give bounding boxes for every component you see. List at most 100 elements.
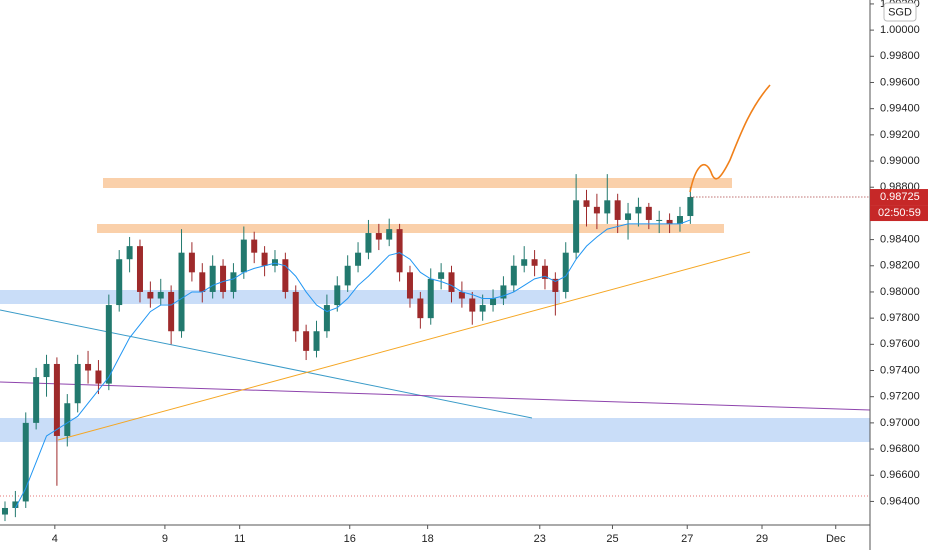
x-tick-label: 29 — [756, 533, 768, 545]
y-tick-label: 0.97400 — [880, 364, 920, 376]
candle-body — [406, 272, 413, 299]
candle-body — [625, 213, 632, 220]
candle-body — [635, 206, 642, 214]
candle-body — [676, 216, 683, 224]
countdown-tag — [870, 205, 928, 222]
candle-body — [53, 363, 60, 436]
y-tick-label: 0.98000 — [880, 286, 920, 298]
candle-body — [22, 422, 29, 502]
x-tick-label: 18 — [422, 533, 434, 545]
candle-body — [303, 331, 310, 351]
candle-body — [64, 403, 71, 436]
candle-body — [168, 291, 175, 332]
candle-body — [645, 206, 652, 220]
candle-body — [552, 278, 559, 292]
trend-line — [57, 251, 751, 441]
y-tick-label: 0.97800 — [880, 312, 920, 324]
candle-body — [116, 259, 123, 306]
candle-body — [355, 252, 362, 266]
candle-body — [604, 200, 611, 214]
candle-body — [531, 259, 538, 266]
candle-body — [562, 252, 569, 292]
candle-body — [240, 239, 247, 273]
x-tick-label: 9 — [162, 533, 168, 545]
candle-body — [199, 272, 206, 292]
candle-body — [427, 278, 434, 319]
candle-body — [479, 305, 486, 312]
candle-body — [85, 363, 92, 371]
candle-body — [220, 265, 227, 292]
candle-body — [490, 298, 497, 306]
candle-body — [95, 370, 102, 384]
candle-body — [583, 200, 590, 207]
resistance-zone — [103, 178, 732, 188]
candle-body — [656, 219, 663, 221]
candle-body — [292, 291, 299, 332]
candle-body — [614, 200, 621, 220]
x-tick-label: 23 — [534, 533, 546, 545]
candle-body — [282, 259, 289, 292]
x-tick-label: 25 — [606, 533, 618, 545]
y-tick-label: 0.98200 — [880, 260, 920, 272]
candle-body — [375, 233, 382, 240]
candle-body — [541, 265, 548, 279]
countdown-label: 02:50:59 — [878, 207, 921, 219]
candle-body — [157, 291, 164, 299]
x-tick-label: 16 — [344, 533, 356, 545]
candle-body — [1, 507, 8, 515]
trend-line — [0, 309, 533, 419]
candle-body — [105, 305, 112, 384]
candle-body — [147, 291, 154, 299]
y-tick-label: 0.99200 — [880, 129, 920, 141]
axes: 0.96400 0.96600 0.96800 0.97000 0.97200 0.974… — [52, 0, 928, 545]
candle-body — [323, 305, 330, 332]
y-tick-label: 0.97000 — [880, 417, 920, 429]
candle-body — [209, 265, 216, 292]
y-tick-label: 0.97200 — [880, 391, 920, 403]
support-zone — [0, 290, 560, 304]
candle-body — [573, 200, 580, 253]
y-tick-label: 0.99600 — [880, 76, 920, 88]
x-tick-label: 11 — [234, 533, 245, 545]
candle-body — [521, 259, 528, 266]
candle-body — [33, 377, 40, 423]
y-tick-label: 0.96400 — [880, 495, 920, 507]
projection-path — [689, 84, 771, 193]
candle-body — [396, 229, 403, 273]
y-tick-label: 0.99800 — [880, 50, 920, 62]
candle-body — [666, 219, 673, 224]
candle-body — [417, 298, 424, 319]
candle-body — [126, 246, 133, 260]
currency-box[interactable] — [883, 2, 917, 22]
candle-body — [313, 331, 320, 351]
plot — [1, 174, 870, 522]
trend-line — [0, 381, 871, 411]
currency-label: SGD — [888, 6, 912, 18]
candle-body — [43, 363, 50, 378]
price-tag — [870, 189, 928, 206]
candle-body — [469, 298, 476, 312]
candle-body — [593, 206, 600, 214]
x-tick-label: 27 — [681, 533, 693, 545]
candle-body — [251, 239, 258, 253]
candle-body — [438, 272, 445, 279]
price-tag-label: 0.98725 — [880, 191, 920, 203]
y-tick-label: 1.00000 — [880, 24, 920, 36]
x-tick-label: 4 — [52, 533, 58, 545]
candle-body — [271, 259, 278, 266]
candle-body — [178, 252, 185, 332]
candle-body — [386, 229, 393, 240]
candle-body — [365, 233, 372, 253]
candle-body — [230, 272, 237, 292]
candle-body — [448, 272, 455, 292]
resistance-zone — [97, 224, 724, 233]
moving-average — [14, 219, 691, 509]
candle-body — [188, 252, 195, 273]
y-tick-label: 0.99000 — [880, 155, 920, 167]
x-tick-label: Dec — [826, 533, 846, 545]
y-tick-label: 0.96600 — [880, 469, 920, 481]
y-tick-label: 0.97600 — [880, 338, 920, 350]
candle-body — [344, 265, 351, 286]
